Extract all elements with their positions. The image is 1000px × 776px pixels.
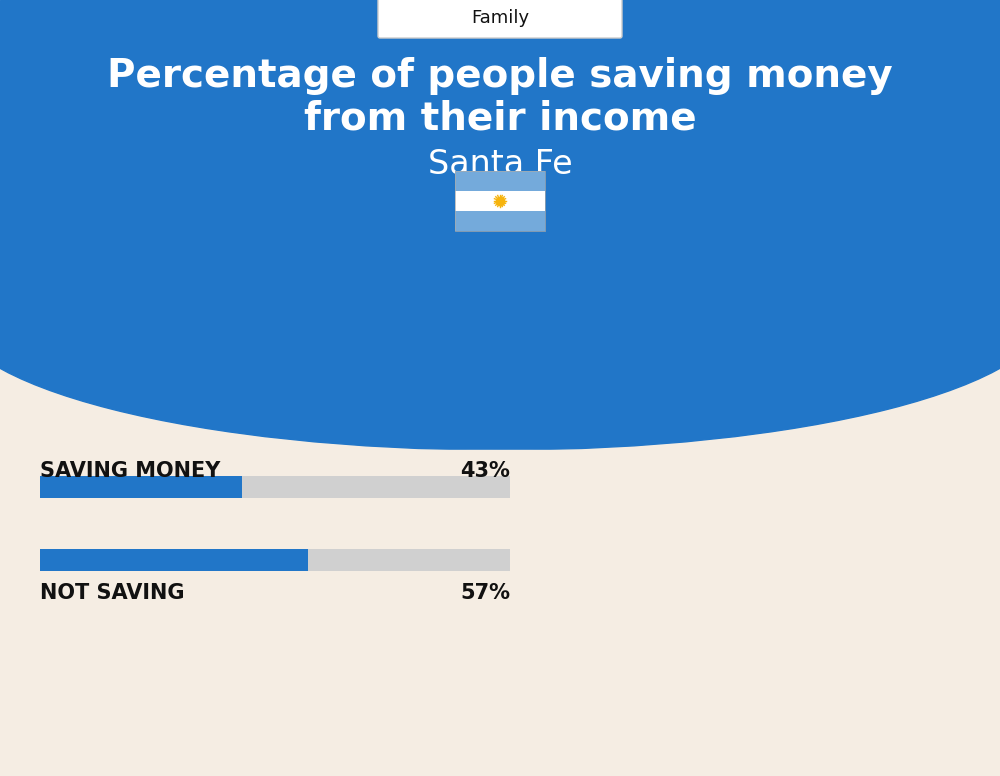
Text: from their income: from their income	[304, 99, 696, 137]
Bar	[0, 450, 1000, 776]
Bar	[455, 191, 545, 211]
Bar	[455, 171, 545, 191]
Bar	[455, 171, 545, 231]
Bar	[0, 0, 1000, 310]
Text: Percentage of people saving money: Percentage of people saving money	[107, 57, 893, 95]
Text: Family: Family	[471, 9, 529, 27]
Bar	[40, 476, 510, 498]
FancyBboxPatch shape	[378, 0, 622, 38]
Bar	[40, 476, 242, 498]
Bar	[40, 549, 510, 571]
Text: Santa Fe: Santa Fe	[428, 147, 572, 181]
Text: SAVING MONEY: SAVING MONEY	[40, 461, 220, 481]
Bar	[40, 549, 308, 571]
Text: 43%: 43%	[460, 461, 510, 481]
Bar	[455, 211, 545, 231]
Text: NOT SAVING: NOT SAVING	[40, 583, 184, 603]
Text: 57%: 57%	[460, 583, 510, 603]
Ellipse shape	[0, 170, 1000, 450]
